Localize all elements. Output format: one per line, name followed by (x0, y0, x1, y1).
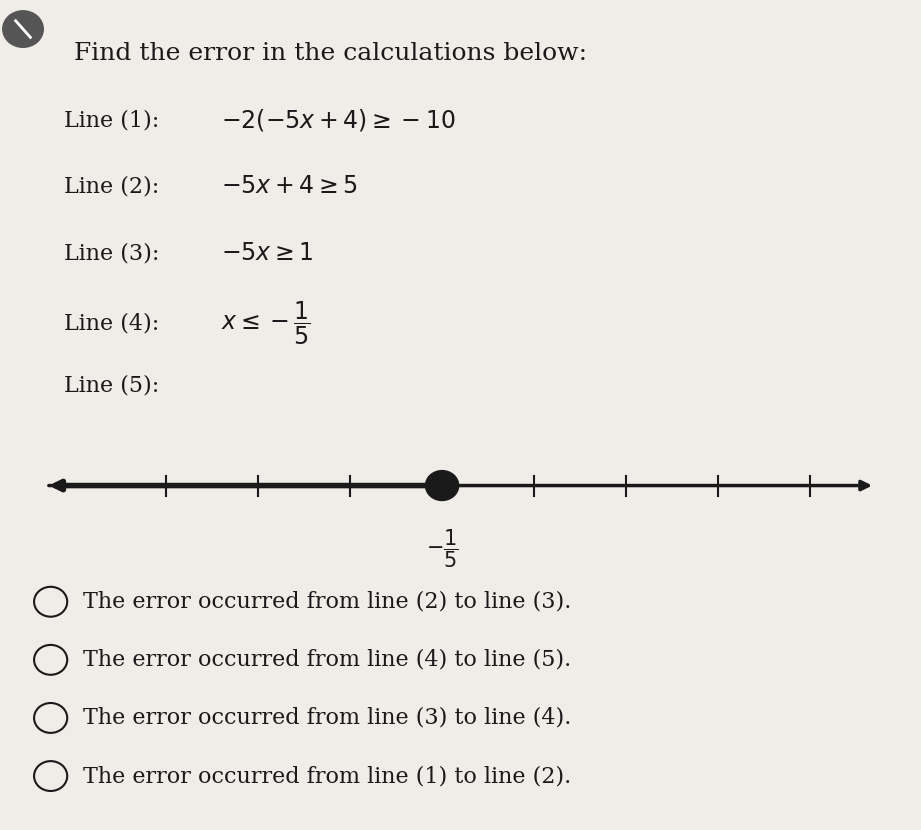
Text: The error occurred from line (1) to line (2).: The error occurred from line (1) to line… (83, 765, 571, 787)
Text: Line (4):: Line (4): (64, 313, 159, 334)
Text: $-2(-5x+4) \geq -10$: $-2(-5x+4) \geq -10$ (221, 107, 456, 134)
Text: Line (3):: Line (3): (64, 242, 160, 264)
Text: Line (2):: Line (2): (64, 176, 159, 198)
Text: Find the error in the calculations below:: Find the error in the calculations below… (74, 42, 587, 65)
Text: The error occurred from line (4) to line (5).: The error occurred from line (4) to line… (83, 649, 571, 671)
Text: $x \leq -\dfrac{1}{5}$: $x \leq -\dfrac{1}{5}$ (221, 300, 310, 348)
Text: Line (1):: Line (1): (64, 110, 159, 131)
Text: Line (5):: Line (5): (64, 375, 159, 397)
Text: The error occurred from line (2) to line (3).: The error occurred from line (2) to line… (83, 591, 571, 613)
Circle shape (3, 11, 43, 47)
Text: $-5x+4 \geq 5$: $-5x+4 \geq 5$ (221, 175, 358, 198)
Text: $-\dfrac{1}{5}$: $-\dfrac{1}{5}$ (426, 527, 459, 569)
Text: $-5x \geq 1$: $-5x \geq 1$ (221, 242, 313, 265)
Text: The error occurred from line (3) to line (4).: The error occurred from line (3) to line… (83, 707, 571, 729)
Circle shape (426, 471, 459, 500)
